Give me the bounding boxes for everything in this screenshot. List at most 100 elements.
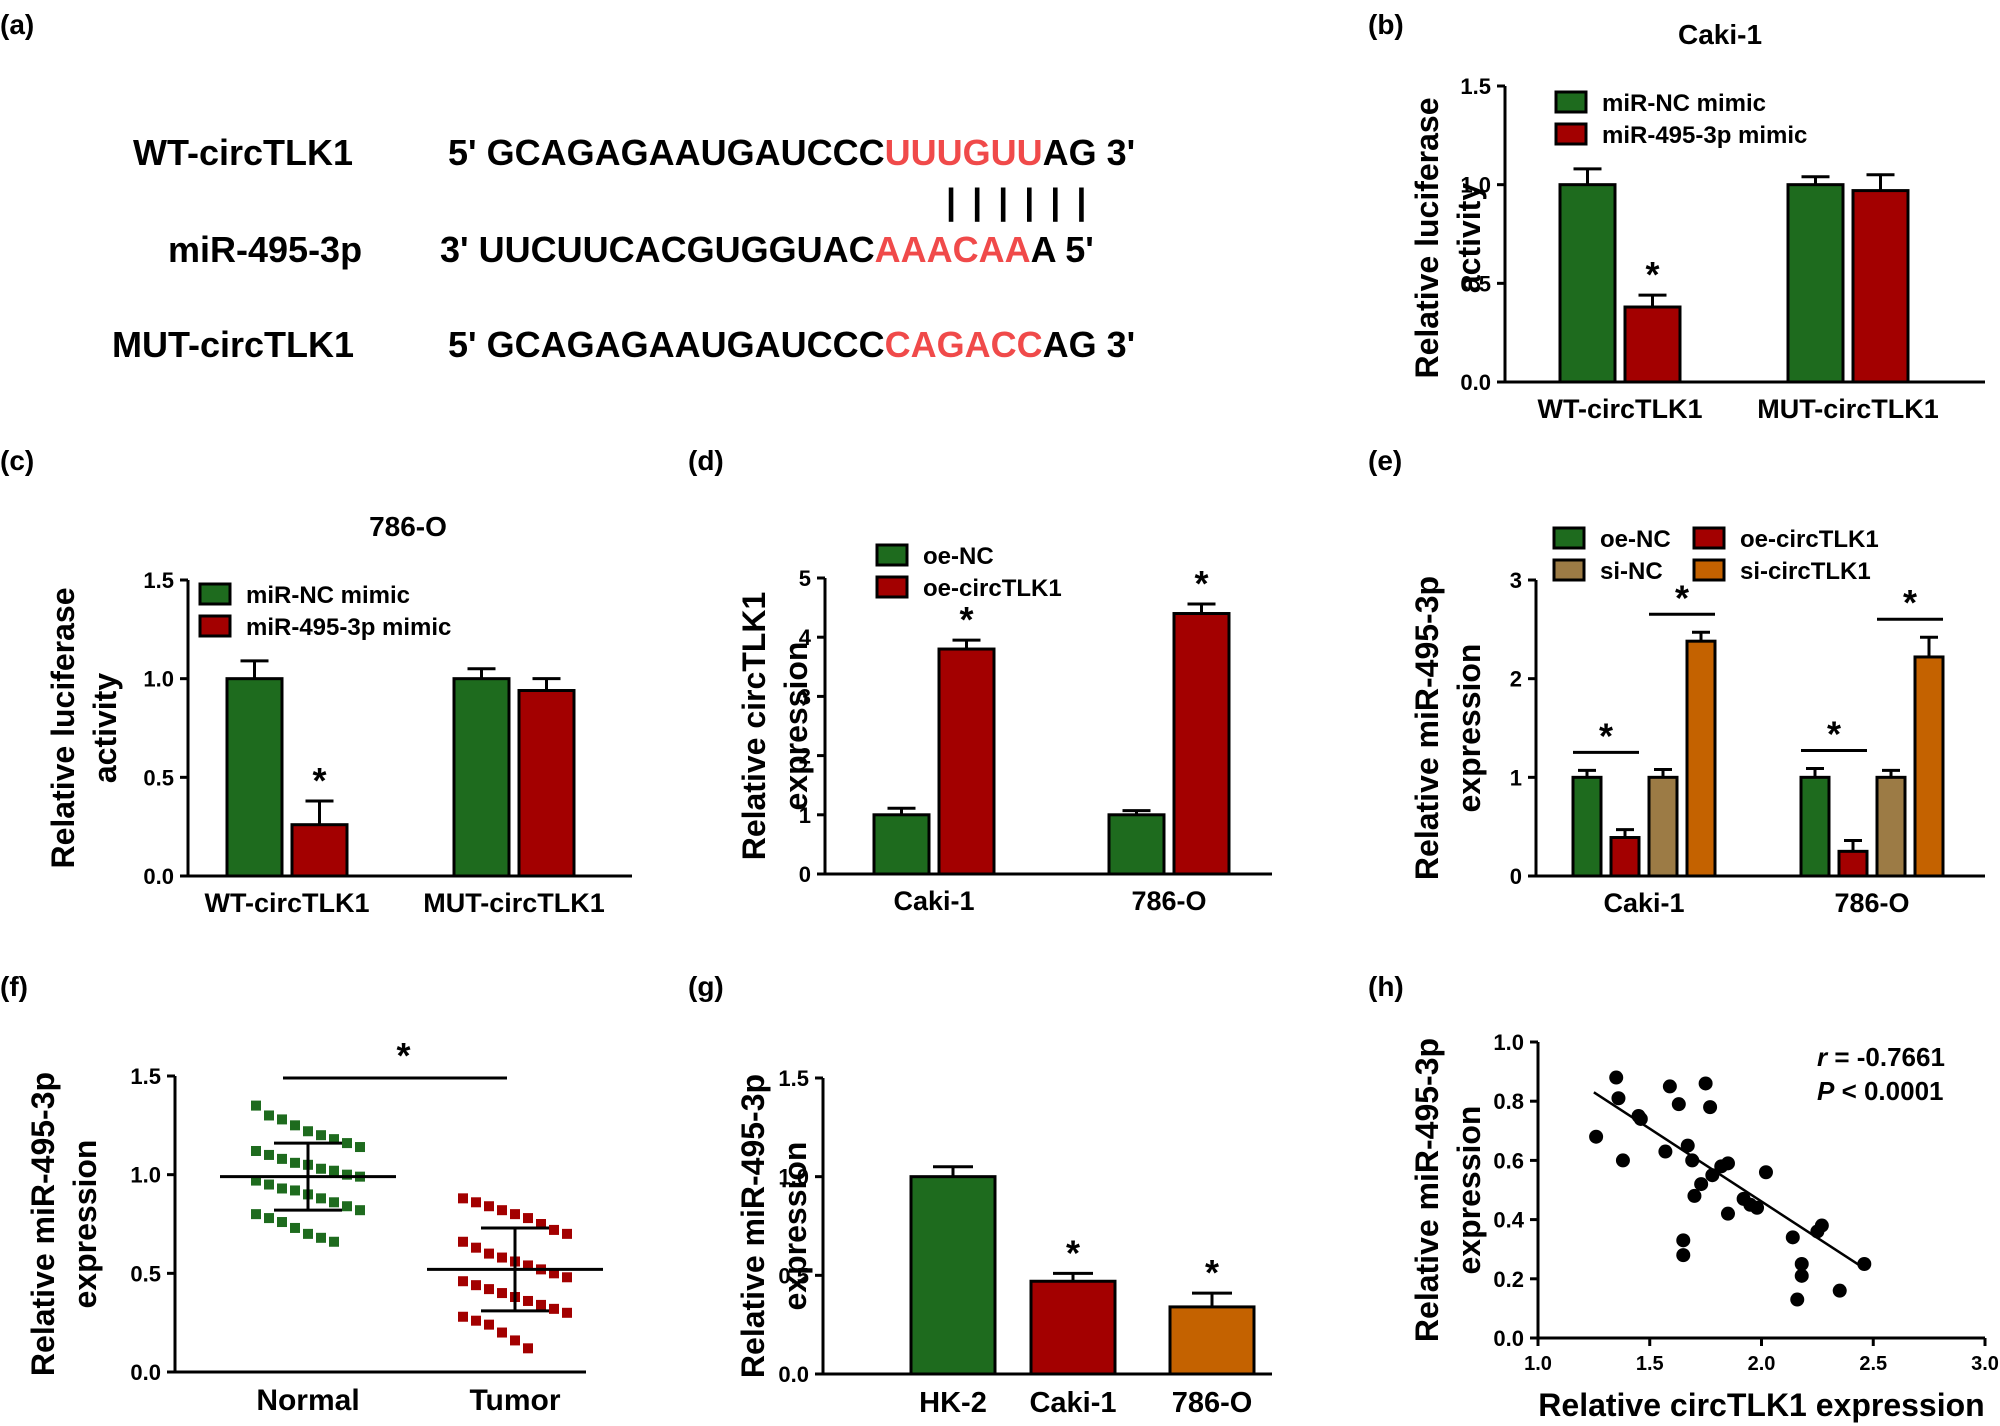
data-point: [484, 1319, 494, 1330]
data-point: [1814, 1218, 1829, 1233]
significance-star: *: [1645, 254, 1659, 295]
y-tick-label: 0.5: [143, 765, 174, 790]
data-point: [251, 1145, 261, 1156]
data-point: [355, 1205, 365, 1216]
regression-line: [1593, 1091, 1863, 1269]
significance-star: *: [396, 1035, 410, 1076]
significance-star: *: [1194, 563, 1208, 604]
data-point: [549, 1303, 559, 1314]
legend-swatch: [875, 543, 909, 567]
x-category-label: Normal: [256, 1384, 359, 1417]
data-point: [329, 1134, 339, 1145]
data-point: [484, 1284, 494, 1295]
data-point: [1680, 1138, 1695, 1153]
data-point: [484, 1201, 494, 1212]
data-point: [342, 1138, 352, 1149]
bar: [1172, 612, 1231, 876]
panel-a-label: (a): [0, 9, 34, 40]
panel-g: 0.0 0.5 1.0 1.5 Relative miR-495-3p expressio…: [688, 971, 1272, 1419]
chart-title: 786-O: [369, 511, 447, 542]
data-point: [1790, 1292, 1805, 1307]
legend-label-1: miR-495-3p mimic: [246, 614, 451, 641]
data-point: [277, 1114, 287, 1125]
bar: [225, 677, 284, 878]
bar: [1168, 1305, 1256, 1376]
data-point: [1676, 1233, 1691, 1248]
y-axis-label-line2: expression: [1451, 644, 1487, 813]
wt-row-sequence: 5' GCAGAGAAUGAUCCCUUUGUUAG 3': [448, 132, 1135, 173]
y-tick-label: 1: [799, 803, 811, 828]
y-axis-label-line2: expression: [67, 1140, 103, 1309]
data-point: [251, 1209, 261, 1220]
pairing-marks: | | | | | |: [946, 181, 1089, 223]
mir-row-name: miR-495-3p: [168, 229, 362, 270]
x-category-label: MUT-circTLK1: [1757, 394, 1939, 424]
data-point: [316, 1130, 326, 1141]
panel-label: (h): [1368, 971, 1404, 1002]
data-point: [1633, 1111, 1648, 1126]
data-point: [536, 1219, 546, 1229]
data-point: [458, 1236, 468, 1247]
y-tick-label: 0.0: [778, 1362, 809, 1387]
y-axis-label-line2: expression: [778, 642, 814, 811]
legend-label-0: oe-NC: [923, 543, 994, 570]
bar: [1913, 655, 1945, 878]
data-point: [562, 1307, 572, 1318]
panel-f: 0.0 0.5 1.0 1.5 Relative miR-495-3p expressio…: [0, 971, 603, 1417]
legend-swatch: [198, 582, 232, 606]
data-point: [523, 1213, 533, 1224]
bar: [1609, 836, 1641, 878]
legend-swatch: [1692, 526, 1726, 550]
y-tick-label: 1.0: [130, 1163, 161, 1188]
y-tick-label: 0.5: [130, 1261, 161, 1286]
data-point: [303, 1126, 313, 1137]
data-point: [290, 1157, 300, 1168]
y-tick-label: 1: [1510, 765, 1522, 790]
p-value: P < 0.0001: [1817, 1076, 1944, 1106]
data-point: [1703, 1100, 1718, 1115]
bar: [1786, 183, 1845, 384]
data-point: [277, 1183, 287, 1194]
y-tick-label: 0: [1510, 864, 1522, 889]
data-point: [251, 1175, 261, 1186]
significance-star: *: [312, 760, 326, 801]
data-point: [458, 1276, 468, 1287]
bar: [452, 677, 511, 878]
data-point: [1720, 1206, 1735, 1221]
data-point: [549, 1224, 559, 1235]
y-tick-label: 1.5: [143, 568, 174, 593]
data-point: [1671, 1097, 1686, 1112]
data-point: [1750, 1200, 1765, 1215]
data-point: [458, 1311, 468, 1322]
y-tick-label: 0.0: [1493, 1326, 1524, 1351]
y-tick-label: 0: [799, 862, 811, 887]
y-tick-label: 2: [799, 744, 811, 769]
data-point: [523, 1295, 533, 1306]
legend-label-3: si-circTLK1: [1740, 558, 1871, 585]
legend-label-0: miR-NC mimic: [1602, 90, 1766, 117]
data-point: [1794, 1268, 1809, 1283]
data-point: [510, 1209, 520, 1220]
panel-label: (f): [0, 971, 28, 1002]
bar: [1837, 849, 1869, 878]
data-point: [458, 1193, 468, 1204]
data-point: [1832, 1283, 1847, 1298]
data-point: [329, 1165, 339, 1176]
mut-row-name: MUT-circTLK1: [112, 324, 354, 365]
panel-h: 0.0 0.2 0.4 0.6 0.8 1.0 Relative miR-495-3p exp…: [1368, 971, 1999, 1423]
data-point: [277, 1217, 287, 1228]
x-category-label: 786-O: [1834, 888, 1909, 918]
legend-swatch: [1554, 122, 1588, 146]
data-point: [316, 1163, 326, 1174]
legend-label-1: miR-495-3p mimic: [1602, 122, 1807, 149]
x-category-label: Tumor: [469, 1384, 560, 1417]
bar: [1558, 183, 1617, 384]
legend-swatch: [1554, 90, 1588, 114]
data-point: [497, 1205, 507, 1216]
data-point: [497, 1288, 507, 1299]
data-point: [1685, 1153, 1700, 1168]
bar: [937, 647, 996, 876]
y-tick-label: 0.8: [1493, 1089, 1524, 1114]
data-point: [1615, 1153, 1630, 1168]
